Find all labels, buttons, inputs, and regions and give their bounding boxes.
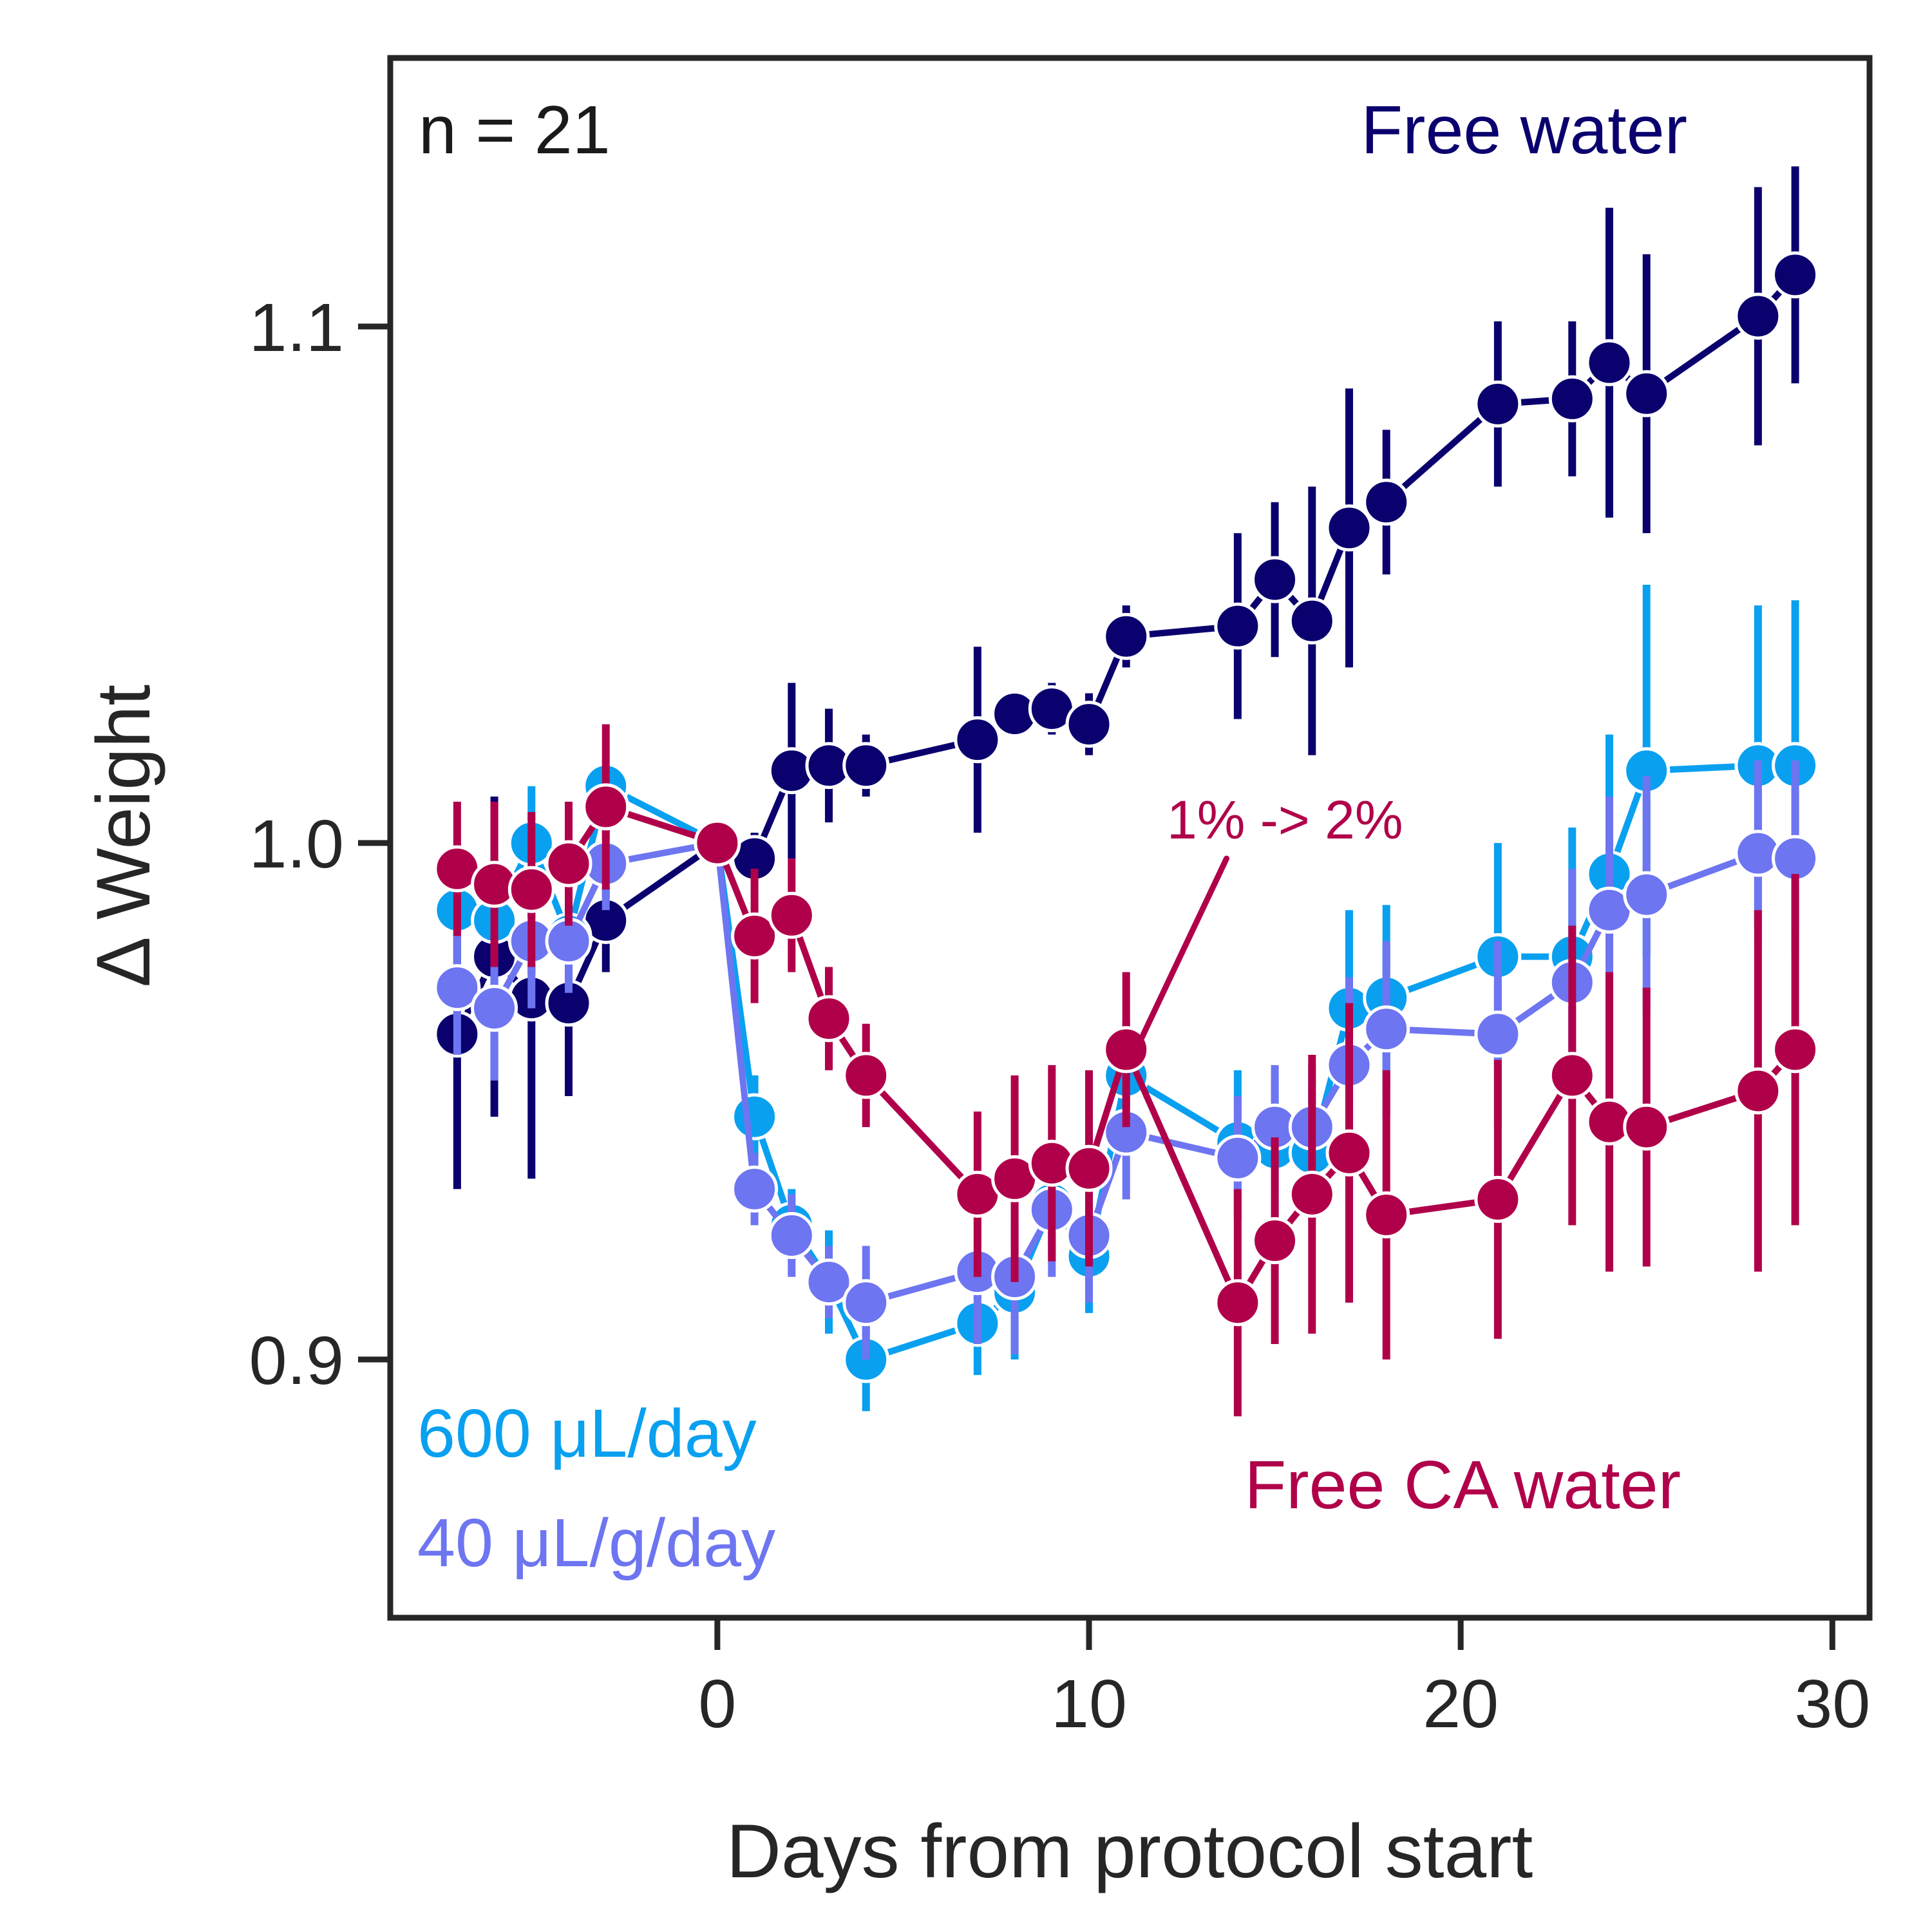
- data-point: [1251, 1217, 1299, 1265]
- data-point: [1474, 1175, 1522, 1223]
- x-axis-label: Days from protocol start: [726, 1809, 1533, 1894]
- data-point: [1623, 871, 1671, 918]
- plot-frame: [387, 55, 1873, 1621]
- data-point: [1103, 1026, 1150, 1074]
- data-point: [1065, 1144, 1113, 1192]
- series-3: [433, 724, 1819, 1417]
- data-point: [507, 866, 555, 913]
- data-point: [842, 1052, 890, 1099]
- y-tick-label: 1.0: [249, 806, 344, 882]
- data-point: [731, 1165, 779, 1213]
- data-point: [1772, 251, 1819, 299]
- x-tick-label: 20: [1423, 1666, 1499, 1742]
- data-point: [1325, 1129, 1373, 1177]
- data-point: [805, 1258, 853, 1306]
- data-point: [433, 964, 481, 1012]
- data-point: [1251, 556, 1299, 603]
- data-point: [731, 1093, 779, 1141]
- data-point: [545, 840, 592, 887]
- data-point: [1548, 1052, 1596, 1099]
- data-point: [1288, 1170, 1336, 1218]
- x-tick-label: 0: [698, 1666, 736, 1742]
- axis-ticks: 0 10 20 30 0.9 1.0 1.1: [249, 290, 1871, 1742]
- data-point: [1586, 339, 1633, 386]
- data-point: [768, 891, 815, 939]
- data-point: [1474, 1010, 1522, 1058]
- y-tick-label: 1.1: [249, 290, 344, 366]
- free-water-label: Free water: [1361, 92, 1687, 168]
- data-point: [842, 742, 890, 790]
- data-point: [1065, 701, 1113, 748]
- data-point: [1734, 292, 1782, 340]
- data-point: [1214, 1134, 1262, 1182]
- fixed-volume-label: 600 μL/day: [417, 1396, 757, 1472]
- data-point: [1214, 602, 1262, 650]
- data-point: [1772, 1026, 1819, 1074]
- data-point: [1734, 1067, 1782, 1115]
- data-point: [1548, 375, 1596, 422]
- data-point: [471, 985, 518, 1032]
- data-point: [768, 1212, 815, 1260]
- data-point: [1363, 1191, 1410, 1238]
- data-point: [1474, 380, 1522, 428]
- data-point: [545, 917, 592, 965]
- data-point: [1288, 597, 1336, 645]
- data-point: [582, 783, 630, 831]
- y-axis-label: Δ Weight: [81, 685, 166, 987]
- data-point: [842, 1279, 890, 1327]
- data-point: [1363, 1005, 1410, 1053]
- y-tick-label: 0.9: [249, 1323, 344, 1399]
- data-point: [805, 995, 853, 1043]
- switch-arrow: [1138, 855, 1230, 1043]
- data-point: [1325, 504, 1373, 552]
- data-point: [1363, 478, 1410, 526]
- data-point: [731, 912, 779, 960]
- ca-water-label: Free CA water: [1245, 1447, 1681, 1523]
- n-label: n = 21: [419, 92, 611, 168]
- x-tick-label: 30: [1794, 1666, 1870, 1742]
- switch-note: 1% -> 2%: [1167, 790, 1403, 850]
- per-gram-label: 40 μL/g/day: [417, 1505, 775, 1581]
- series-layer: [433, 166, 1819, 1417]
- data-point: [1623, 370, 1671, 417]
- data-point: [954, 716, 1001, 764]
- x-tick-label: 10: [1051, 1666, 1127, 1742]
- data-point: [1623, 1103, 1671, 1151]
- data-point: [1103, 612, 1150, 660]
- data-point: [1772, 835, 1819, 882]
- data-point: [1214, 1279, 1262, 1327]
- data-point: [694, 819, 741, 867]
